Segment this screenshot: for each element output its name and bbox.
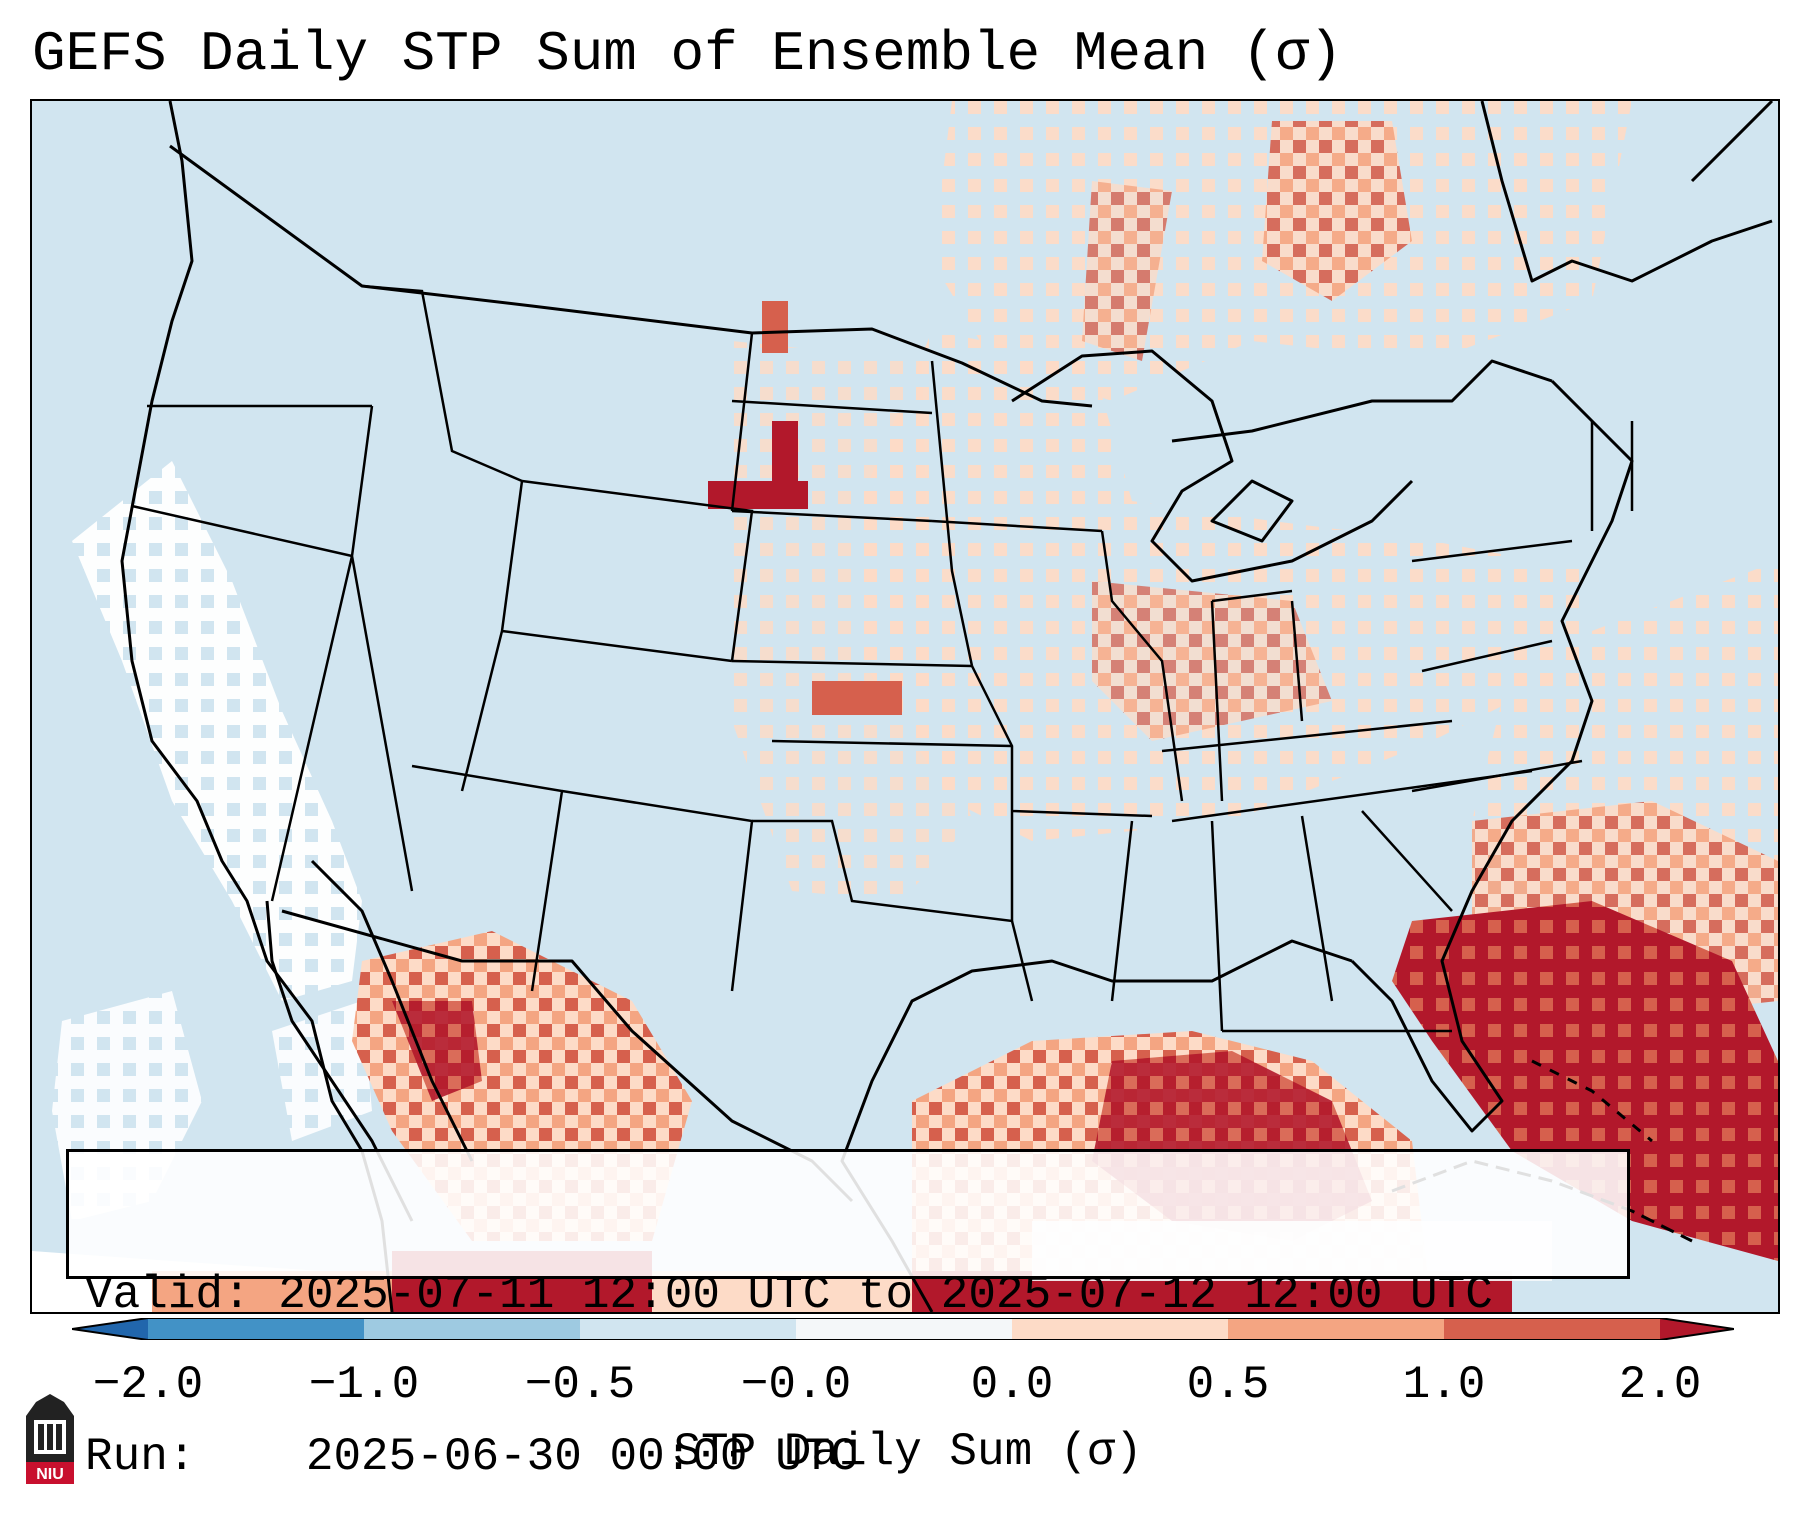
mexico-hot-core <box>392 1001 482 1101</box>
border-nv-ut <box>270 405 414 902</box>
colorbar-tick-label: 0.5 <box>1186 1359 1270 1411</box>
colorbar-label: STP Daily Sum (σ) <box>673 1426 1143 1478</box>
northern-border-east <box>1171 359 1553 443</box>
florida-hot-core <box>1392 901 1778 1261</box>
canada-east-coast <box>1480 101 1774 283</box>
border-ne-ks <box>731 659 1013 748</box>
midwest-warm-area <box>852 331 1592 841</box>
border-ms-al <box>1110 815 1334 1032</box>
run-label: Run: <box>85 1431 196 1483</box>
border-dakotas <box>730 332 933 523</box>
border-ok-tx <box>752 811 1014 923</box>
anomaly-field <box>52 101 1778 1312</box>
valid-time-box: Valid: 2025-07-11 12:00 UTC to 2025-07-1… <box>66 1149 1630 1483</box>
colorbar <box>72 1318 1734 1340</box>
nebraska-hot-spot-2 <box>772 421 798 501</box>
colorbar-bin-2 <box>580 1318 796 1340</box>
colorbar-bin-6 <box>1444 1318 1660 1340</box>
colorbar-bin-5 <box>1228 1318 1444 1340</box>
colorbar-tick-label: 1.0 <box>1402 1359 1486 1411</box>
run-line: Run: 2025-06-30 00:00 UTC <box>85 1430 1627 1484</box>
kansas-hot-spot <box>812 681 902 715</box>
colorbar-tick-label: −2.0 <box>92 1359 204 1411</box>
border-or-ca <box>131 504 353 558</box>
border-va-nc <box>1411 759 1583 793</box>
colorbar-tick-label: −0.0 <box>740 1359 852 1411</box>
border-mn-ia <box>930 360 1103 667</box>
map-canvas <box>32 101 1778 1312</box>
colorbar-tick-label: −0.5 <box>524 1359 636 1411</box>
valid-line: Valid: 2025-07-11 12:00 UTC to 2025-07-1… <box>85 1268 1627 1322</box>
colorbar-tick-label: −1.0 <box>308 1359 420 1411</box>
map-title: GEFS Daily STP Sum of Ensemble Mean (σ) <box>32 22 1343 86</box>
map-panel <box>30 99 1780 1314</box>
ohio-valley-warm-area <box>1092 581 1332 741</box>
great-lakes <box>1011 349 1414 583</box>
valid-value: 2025-07-11 12:00 UTC to 2025-07-12 12:00… <box>278 1269 1493 1321</box>
colorbar-under-arrow <box>72 1318 148 1340</box>
west-coast <box>120 101 394 1312</box>
border-ga-fl <box>1222 810 1453 1033</box>
svg-text:NIU: NIU <box>36 1466 64 1483</box>
niu-logo: NIU <box>26 1394 74 1484</box>
state-borders <box>131 284 1634 1033</box>
border-pa-ny <box>1411 539 1573 673</box>
colorbar-bin-4 <box>1012 1318 1228 1340</box>
east-coast <box>1350 379 1634 1133</box>
colorbar-over-arrow <box>1660 1318 1734 1340</box>
border-wy-co <box>460 480 733 792</box>
valid-label: Valid: <box>85 1269 251 1321</box>
run-value: 2025-06-30 00:00 UTC <box>305 1431 858 1483</box>
dakota-hot-spot <box>762 301 788 353</box>
border-il-in <box>1100 530 1224 802</box>
ontario-hot-area <box>1262 121 1412 301</box>
quebec-hot-area <box>1082 181 1172 361</box>
colorbar-tick-label: 2.0 <box>1618 1359 1702 1411</box>
border-oh <box>1211 589 1304 722</box>
colorbar-bin-0 <box>148 1318 364 1340</box>
border-id-mt <box>361 284 523 483</box>
colorbar-bin-1 <box>364 1318 580 1340</box>
colorbar-tick-label: 0.0 <box>970 1359 1054 1411</box>
pacific-neutral-area <box>72 461 362 1001</box>
bahamas-outline <box>1531 1059 1653 1143</box>
border-tx-la <box>1010 920 1034 1002</box>
border-mo-ar <box>970 665 1153 818</box>
colorbar-bin-3 <box>796 1318 1012 1340</box>
border-new-england <box>1590 421 1634 531</box>
